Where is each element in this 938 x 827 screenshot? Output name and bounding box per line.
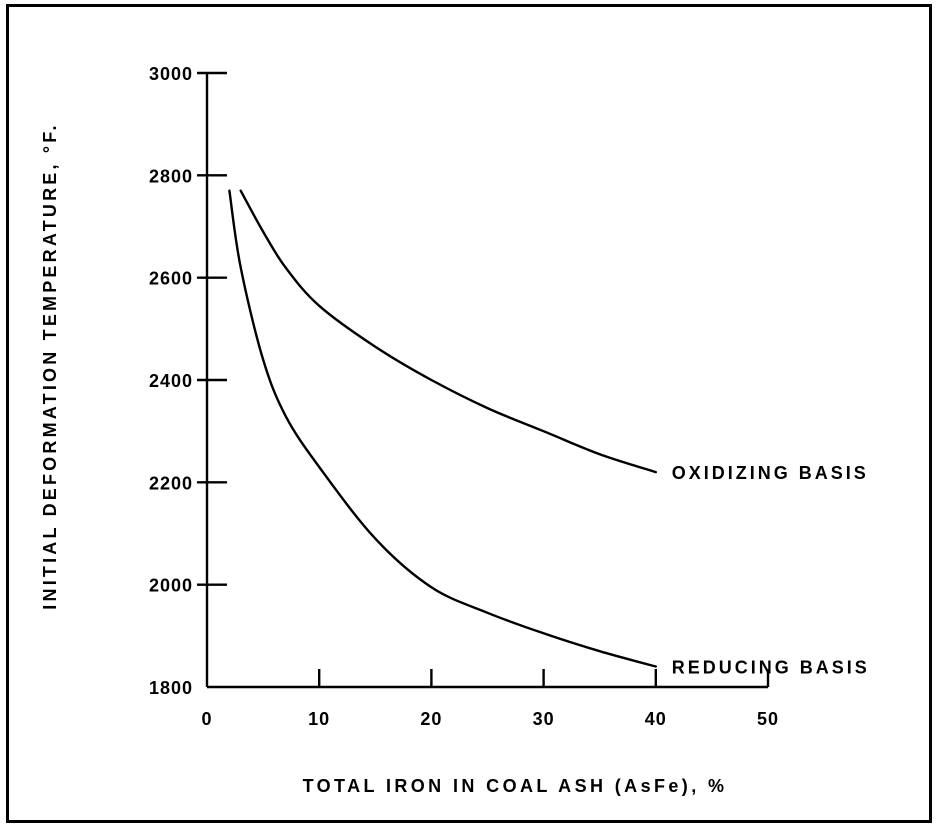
y-tick-label: 2200	[149, 473, 193, 493]
x-tick-label: 50	[757, 709, 779, 729]
reducing-basis-curve	[228, 189, 657, 668]
y-tick-label: 2800	[149, 166, 193, 186]
reducing-basis-label: REDUCING BASIS	[672, 658, 870, 678]
x-tick-label: 20	[420, 709, 442, 729]
axes-group	[197, 71, 770, 689]
oxidizing-basis-label: OXIDIZING BASIS	[672, 463, 869, 483]
x-tick-label: 30	[533, 709, 555, 729]
y-axis-title: INITIAL DEFORMATION TEMPERATURE, °F.	[40, 122, 60, 609]
y-tick-label: 2000	[149, 576, 193, 596]
x-tick-label: 0	[201, 709, 212, 729]
y-tick-label: 2400	[149, 371, 193, 391]
oxidizing-basis-curve	[239, 189, 657, 474]
y-tick-label: 2600	[149, 269, 193, 289]
y-tick-label: 1800	[149, 678, 193, 698]
y-tick-label: 3000	[149, 64, 193, 84]
x-tick-label: 40	[645, 709, 667, 729]
labels-group: 0 10 20 30 40 50 1800 2000 2200 2400 2600 2800 3000 O…	[40, 64, 870, 796]
x-tick-label: 10	[308, 709, 330, 729]
x-axis-title: TOTAL IRON IN COAL ASH (AsFe), %	[303, 776, 728, 796]
curves-group	[228, 189, 657, 668]
